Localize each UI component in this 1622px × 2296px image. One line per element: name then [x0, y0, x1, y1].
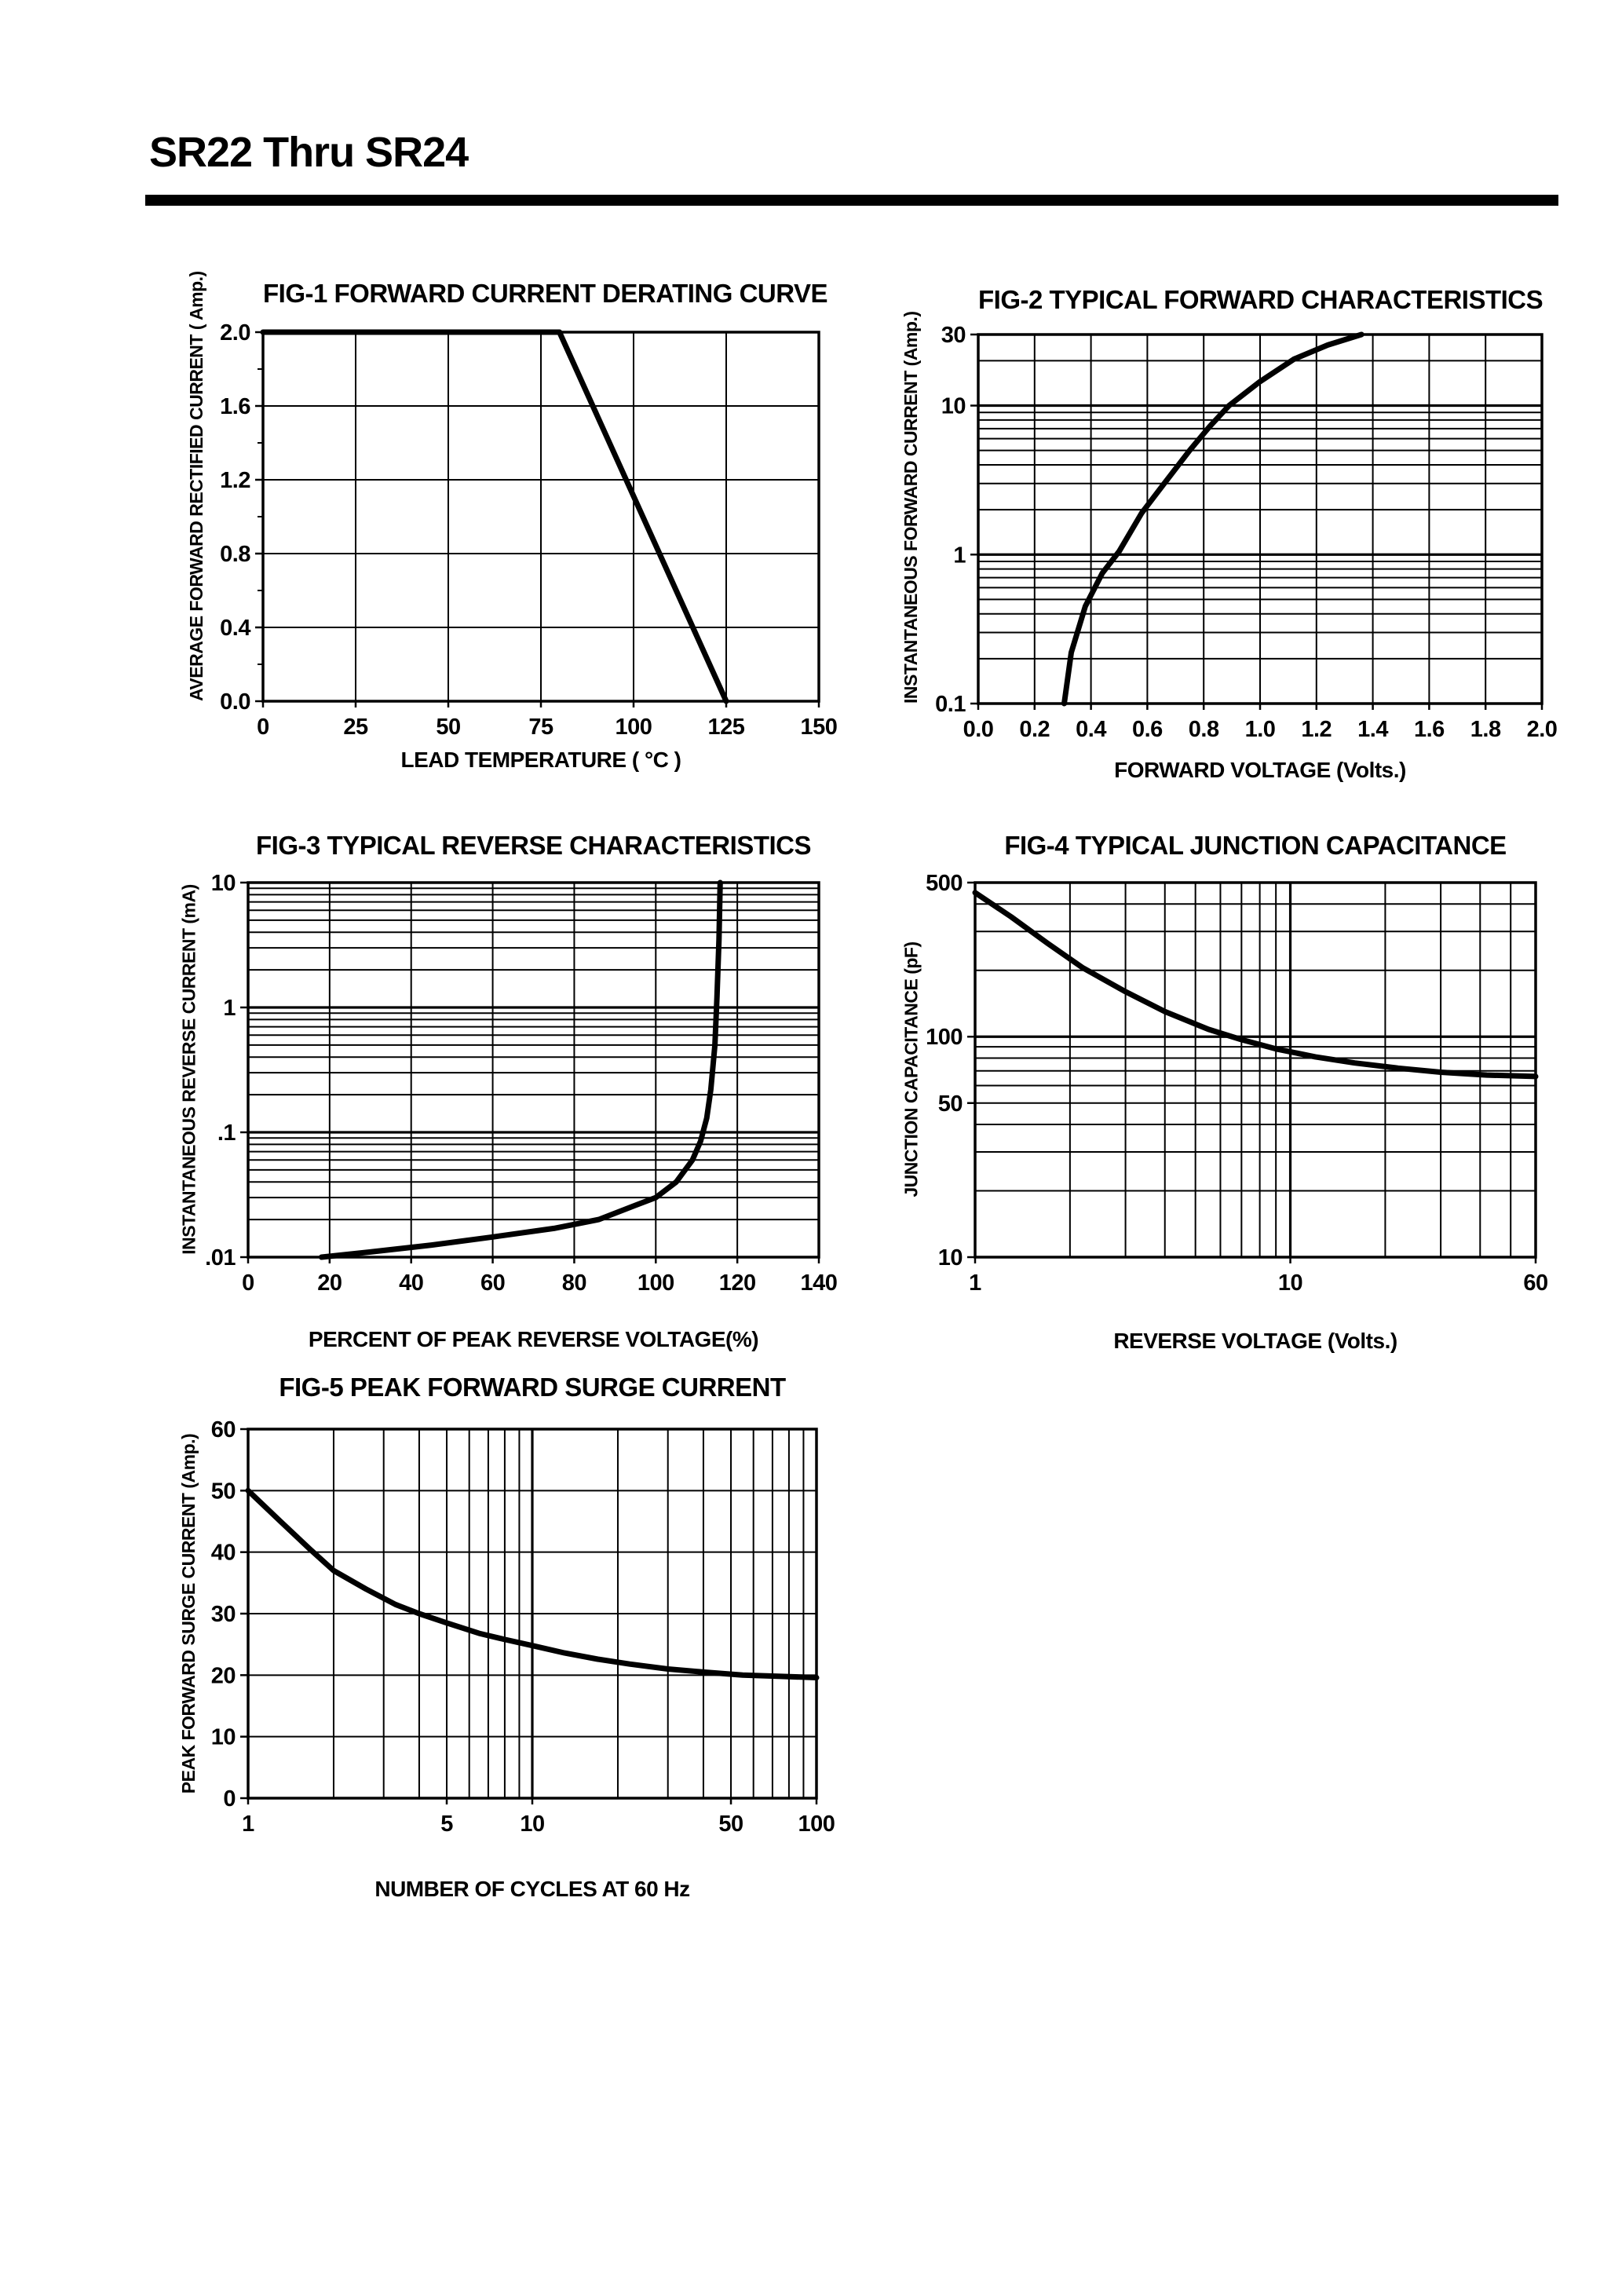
figure-fig1: FIG-1 FORWARD CURRENT DERATING CURVE AVE…	[118, 271, 871, 821]
fig1-title: FIG-1 FORWARD CURRENT DERATING CURVE	[263, 279, 828, 308]
svg-text:.01: .01	[205, 1245, 236, 1270]
svg-text:0: 0	[242, 1270, 254, 1296]
svg-text:100: 100	[926, 1025, 963, 1050]
svg-text:2.0: 2.0	[220, 320, 250, 345]
svg-text:30: 30	[941, 323, 966, 348]
svg-text:125: 125	[708, 715, 745, 740]
svg-text:1.6: 1.6	[220, 394, 250, 419]
svg-text:1.8: 1.8	[1470, 717, 1501, 742]
svg-text:120: 120	[719, 1270, 756, 1296]
fig4-x-axis-label: REVERSE VOLTAGE (Volts.)	[1113, 1329, 1397, 1353]
svg-text:10: 10	[941, 394, 966, 419]
svg-text:0.4: 0.4	[220, 616, 250, 641]
svg-text:30: 30	[211, 1602, 236, 1627]
svg-text:0.6: 0.6	[1132, 717, 1163, 742]
svg-text:10: 10	[211, 871, 236, 896]
fig3-x-axis-label: PERCENT OF PEAK REVERSE VOLTAGE(%)	[308, 1327, 759, 1351]
fig1-x-axis-label: LEAD TEMPERATURE ( °C )	[400, 748, 681, 772]
fig3-title: FIG-3 TYPICAL REVERSE CHARACTERISTICS	[256, 831, 811, 860]
svg-text:1: 1	[953, 543, 966, 568]
svg-text:50: 50	[938, 1091, 963, 1117]
svg-text:10: 10	[1278, 1270, 1302, 1296]
header-rule	[145, 195, 1558, 206]
svg-text:0.2: 0.2	[1019, 717, 1050, 742]
svg-text:1: 1	[969, 1270, 981, 1296]
svg-text:0: 0	[257, 715, 269, 740]
fig2-title: FIG-2 TYPICAL FORWARD CHARACTERISTICS	[978, 285, 1543, 314]
svg-text:1.6: 1.6	[1414, 717, 1445, 742]
svg-text:1.0: 1.0	[1245, 717, 1276, 742]
svg-text:0.0: 0.0	[220, 689, 250, 715]
svg-text:0.8: 0.8	[220, 542, 250, 567]
svg-text:1: 1	[223, 996, 236, 1021]
svg-text:40: 40	[211, 1541, 236, 1566]
fig5-title: FIG-5 PEAK FORWARD SURGE CURRENT	[279, 1373, 786, 1402]
svg-text:2.0: 2.0	[1527, 717, 1558, 742]
svg-text:5: 5	[440, 1812, 453, 1837]
svg-text:10: 10	[520, 1812, 544, 1837]
figure-fig2: FIG-2 TYPICAL FORWARD CHARACTERISTICS IN…	[860, 271, 1613, 821]
svg-text:60: 60	[211, 1417, 236, 1442]
fig3-plot: 0 20 40 60 80 100 120 140 10 1 .1 .01	[205, 871, 838, 1296]
svg-text:500: 500	[926, 871, 963, 896]
svg-text:1.2: 1.2	[220, 468, 250, 493]
page-title: SR22 Thru SR24	[149, 129, 469, 176]
svg-text:140: 140	[801, 1270, 838, 1296]
svg-text:75: 75	[528, 715, 553, 740]
svg-text:0.0: 0.0	[963, 717, 994, 742]
svg-text:50: 50	[436, 715, 460, 740]
svg-text:100: 100	[616, 715, 652, 740]
svg-text:80: 80	[562, 1270, 586, 1296]
svg-text:60: 60	[1523, 1270, 1547, 1296]
fig4-title: FIG-4 TYPICAL JUNCTION CAPACITANCE	[1004, 831, 1507, 860]
svg-text:20: 20	[211, 1663, 236, 1688]
svg-text:25: 25	[343, 715, 368, 740]
fig5-x-axis-label: NUMBER OF CYCLES AT 60 Hz	[374, 1877, 690, 1901]
svg-text:.1: .1	[217, 1121, 236, 1146]
svg-text:50: 50	[718, 1812, 743, 1837]
svg-text:100: 100	[637, 1270, 674, 1296]
figure-fig3: FIG-3 TYPICAL REVERSE CHARACTERISTICS IN…	[118, 817, 871, 1366]
svg-text:1.2: 1.2	[1301, 717, 1332, 742]
figure-fig5: FIG-5 PEAK FORWARD SURGE CURRENT PEAK FO…	[118, 1335, 871, 1932]
svg-text:1: 1	[242, 1812, 254, 1837]
fig1-plot: 0 25 50 75 100 125 150 0.0 0.4 0.8 1.2 1.6 2.0	[220, 320, 838, 740]
svg-text:50: 50	[211, 1479, 236, 1504]
svg-text:0.4: 0.4	[1076, 717, 1106, 742]
svg-text:1.4: 1.4	[1357, 717, 1388, 742]
svg-text:10: 10	[938, 1245, 963, 1270]
svg-text:0.1: 0.1	[935, 692, 966, 717]
svg-text:0.8: 0.8	[1189, 717, 1219, 742]
svg-text:60: 60	[480, 1270, 505, 1296]
fig5-plot: 1 5 10 50 100 0 10 20 30 40 50 60	[211, 1417, 835, 1837]
svg-text:0: 0	[223, 1786, 236, 1812]
fig2-x-axis-label: FORWARD VOLTAGE (Volts.)	[1114, 758, 1406, 782]
svg-text:150: 150	[801, 715, 838, 740]
figure-fig4: FIG-4 TYPICAL JUNCTION CAPACITANCE JUNCT…	[860, 817, 1613, 1366]
svg-text:100: 100	[798, 1812, 835, 1837]
fig2-plot: 0.0 0.2 0.4 0.6 0.8 1.0 1.2 1.4 1.6 1.8 2.0 30 10 1 0.…	[935, 323, 1558, 742]
svg-text:20: 20	[317, 1270, 342, 1296]
svg-text:40: 40	[399, 1270, 423, 1296]
svg-text:10: 10	[211, 1725, 236, 1750]
